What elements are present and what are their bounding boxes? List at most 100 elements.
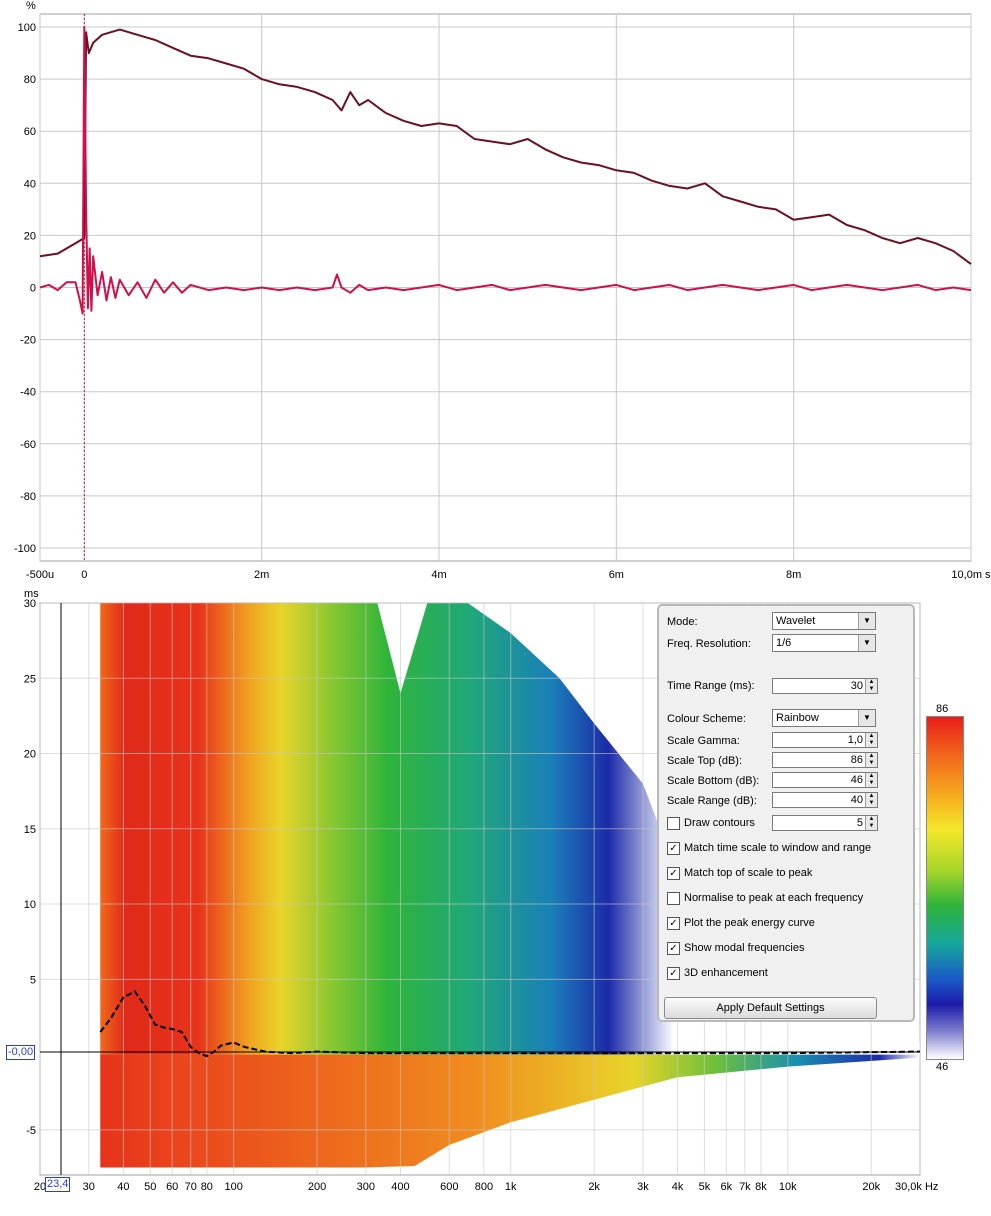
apply-default-settings-button[interactable]: Apply Default Settings [664, 997, 877, 1019]
x-tick-label: 8m [786, 569, 801, 581]
chevron-down-icon[interactable]: ▼ [858, 635, 875, 651]
mode-value: Wavelet [776, 615, 816, 627]
x-tick-label: 100 [224, 1181, 242, 1193]
x-tick-labels: 20 30 40 50 60 70 80 100 200 300 400 600 800 1k 2k 3k 4k… [34, 1181, 939, 1193]
x-tick-label: 30,0k Hz [895, 1181, 938, 1193]
checkmark-icon[interactable]: ✓ [667, 866, 680, 880]
normalise-peak-checkbox[interactable]: Normalise to peak at each frequency [667, 890, 863, 906]
y-tick-label: -5 [26, 1125, 36, 1137]
y-axis-unit-label: % [26, 0, 36, 12]
x-tick-label: 1k [505, 1181, 517, 1193]
impulse-series-line [39, 26, 972, 315]
plot-peak-energy-checkbox[interactable]: ✓ Plot the peak energy curve [667, 915, 815, 931]
y-tick-label: 30 [24, 598, 36, 610]
chevron-down-icon[interactable]: ▼ [858, 613, 875, 629]
settings-panel: Mode: Wavelet ▼ Freq. Resolution: 1/6 ▼ … [657, 604, 915, 1022]
x-tick-label: 2m [254, 569, 269, 581]
draw-contours-field[interactable]: 5 ▲ ▼ [772, 815, 878, 831]
y-tick-label: -80 [20, 491, 36, 503]
y-tick-label: 40 [24, 178, 36, 190]
series-group [39, 26, 972, 315]
x-tick-label: 8k [755, 1181, 767, 1193]
checkmark-icon[interactable]: ✓ [667, 966, 680, 980]
draw-contours-value: 5 [856, 817, 863, 829]
spinner-arrows-icon[interactable]: ▲ ▼ [865, 733, 877, 747]
x-tick-labels: -500u 0 2m 4m 6m 8m 10,0m s [26, 569, 991, 581]
x-tick-label: 30 [83, 1181, 95, 1193]
check-label: Normalise to peak at each frequency [684, 892, 864, 904]
y-tick-label: -100 [14, 543, 36, 555]
check-label: Show modal frequencies [684, 942, 805, 954]
colour-scheme-select[interactable]: Rainbow ▼ [772, 709, 876, 727]
colour-scheme-value: Rainbow [776, 712, 819, 724]
x-tick-label: 5k [699, 1181, 711, 1193]
spinner-arrows-icon[interactable]: ▲ ▼ [865, 793, 877, 807]
x-tick-label: -500u [26, 569, 54, 581]
3d-enhancement-checkbox[interactable]: ✓ 3D enhancement [667, 965, 768, 981]
spinner-arrows-icon[interactable]: ▲ ▼ [865, 773, 877, 787]
grid [39, 14, 972, 561]
scale-top-field[interactable]: 86 ▲ ▼ [772, 752, 878, 768]
scale-bottom-field[interactable]: 46 ▲ ▼ [772, 772, 878, 788]
x-tick-label: 7k [739, 1181, 751, 1193]
checkbox-box[interactable] [667, 891, 680, 905]
mode-label: Mode: [667, 616, 698, 628]
colour-scale-bottom-label: 46 [936, 1061, 949, 1073]
scale-range-value: 40 [850, 794, 863, 806]
draw-contours-checkbox[interactable]: Draw contours [667, 815, 755, 831]
y-tick-label: 5 [30, 974, 36, 986]
scale-gamma-field[interactable]: 1,0 ▲ ▼ [772, 732, 878, 748]
checkmark-icon[interactable]: ✓ [667, 916, 680, 930]
x-tick-label: 200 [308, 1181, 326, 1193]
scale-bottom-value: 46 [850, 774, 863, 786]
scale-range-label: Scale Range (dB): [667, 795, 757, 807]
scale-range-field[interactable]: 40 ▲ ▼ [772, 792, 878, 808]
y-tick-label: -60 [20, 439, 36, 451]
y-tick-labels: 100 80 60 40 20 0 -20 -40 -60 -80 -100 [14, 22, 36, 555]
cursor-time-readout: -0,00 [6, 1045, 36, 1060]
x-tick-label: 4m [431, 569, 446, 581]
freq-resolution-value: 1/6 [776, 637, 792, 649]
time-range-label: Time Range (ms): [667, 680, 755, 692]
y-tick-label: 20 [24, 230, 36, 242]
match-top-scale-checkbox[interactable]: ✓ Match top of scale to peak [667, 865, 812, 881]
x-tick-label: 2k [588, 1181, 600, 1193]
y-tick-labels: 30 25 20 15 10 5 -5 [24, 598, 36, 1137]
time-range-field[interactable]: 30 ▲ ▼ [772, 678, 878, 694]
spinner-arrows-icon[interactable]: ▲ ▼ [865, 816, 877, 830]
check-label: Match time scale to window and range [684, 842, 872, 854]
x-tick-label: 40 [117, 1181, 129, 1193]
x-tick-label: 80 [201, 1181, 213, 1193]
y-tick-label: 60 [24, 126, 36, 138]
scale-gamma-value: 1,0 [847, 734, 863, 746]
x-tick-label: 10,0m s [951, 569, 991, 581]
scale-top-value: 86 [850, 754, 863, 766]
freq-resolution-select[interactable]: 1/6 ▼ [772, 634, 876, 652]
draw-contours-label: Draw contours [684, 817, 755, 829]
impulse-response-chart[interactable]: % 100 80 60 40 20 0 -20 -40 -60 -80 -100 -500u 0 2m 4… [0, 0, 991, 588]
scale-bottom-label: Scale Bottom (dB): [667, 775, 760, 787]
x-tick-label: 70 [185, 1181, 197, 1193]
scale-top-label: Scale Top (dB): [667, 755, 743, 767]
match-time-scale-checkbox[interactable]: ✓ Match time scale to window and range [667, 840, 871, 856]
y-tick-label: 10 [24, 899, 36, 911]
x-tick-label: 50 [144, 1181, 156, 1193]
check-label: 3D enhancement [684, 967, 768, 979]
envelope-series-line [39, 28, 972, 265]
y-tick-label: 25 [24, 673, 36, 685]
y-tick-label: 100 [18, 22, 36, 34]
mode-select[interactable]: Wavelet ▼ [772, 612, 876, 630]
y-tick-label: 20 [24, 749, 36, 761]
x-tick-label: 4k [672, 1181, 684, 1193]
spinner-arrows-icon[interactable]: ▲ ▼ [865, 679, 877, 693]
checkbox-box[interactable] [667, 816, 680, 830]
chevron-down-icon[interactable]: ▼ [858, 710, 875, 726]
spinner-arrows-icon[interactable]: ▲ ▼ [865, 753, 877, 767]
x-tick-label: 400 [391, 1181, 409, 1193]
checkmark-icon[interactable]: ✓ [667, 841, 680, 855]
y-tick-label: 0 [30, 283, 36, 295]
checkmark-icon[interactable]: ✓ [667, 941, 680, 955]
colour-scale-top-label: 86 [936, 703, 949, 715]
show-modal-frequencies-checkbox[interactable]: ✓ Show modal frequencies [667, 940, 804, 956]
colour-scale-bar [926, 716, 964, 1060]
